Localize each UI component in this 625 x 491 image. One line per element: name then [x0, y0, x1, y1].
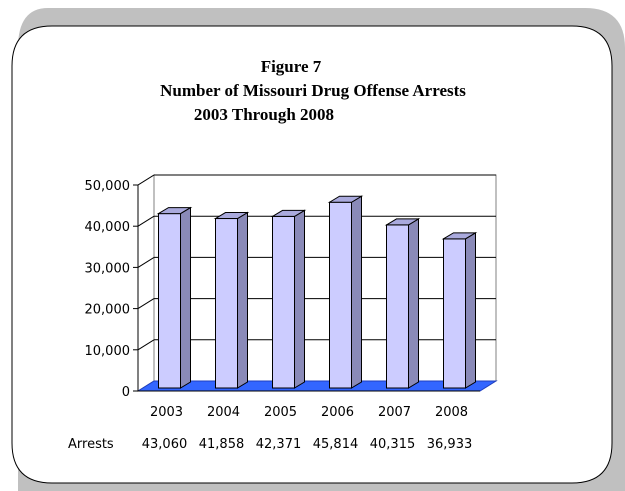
bar [441, 231, 478, 389]
bar-front [272, 215, 295, 389]
bar-front [158, 213, 181, 389]
x-axis-categories: 2003 2004 2005 2006 2007 2008 [150, 405, 468, 420]
x-tick-label: 2004 [207, 405, 240, 420]
bar-side [294, 209, 305, 389]
gridline-side [137, 298, 155, 310]
bar-top [156, 207, 193, 215]
bar-front [443, 238, 466, 389]
bar [327, 195, 364, 389]
bars [156, 195, 478, 389]
x-tick-label: 2005 [264, 405, 297, 420]
y-tick-label: 30,000 [85, 261, 131, 276]
gridline-side [137, 256, 155, 268]
chart-subtitle-line1: Number of Missouri Drug Offense Arrests [160, 81, 466, 100]
bar [213, 211, 250, 389]
data-table-value: 40,315 [370, 437, 416, 452]
bar-top [270, 209, 307, 217]
bar-top [384, 218, 421, 226]
data-table-value: 45,814 [313, 437, 359, 452]
bar-top [441, 232, 478, 240]
bar [384, 218, 421, 389]
data-table-value: 36,933 [427, 437, 473, 452]
side-wall [137, 174, 155, 392]
y-tick-label: 50,000 [85, 179, 131, 194]
gridline-side [137, 215, 155, 227]
bar-side [180, 206, 191, 389]
x-tick-label: 2003 [150, 405, 183, 420]
bar-side [408, 218, 419, 389]
chart-title: Figure 7 [261, 57, 322, 76]
bar-side [237, 211, 248, 389]
bar-top [327, 195, 364, 203]
bar-top [213, 212, 250, 220]
floor [136, 380, 498, 392]
data-table-series-name: Arrests [68, 437, 114, 452]
data-table-values: 43,060 41,858 42,371 45,814 40,315 36,933 [142, 437, 473, 452]
bar-front [329, 201, 352, 389]
y-tick-label: 10,000 [85, 344, 131, 359]
y-tick-label: 0 [122, 385, 130, 400]
y-axis-ticks: 0 10,000 20,000 30,000 40,000 50,000 [85, 179, 138, 400]
bar-side [465, 231, 476, 389]
gridlines [137, 174, 496, 351]
bar [156, 206, 193, 389]
data-table-value: 41,858 [199, 437, 245, 452]
bar [270, 209, 307, 389]
y-tick-label: 20,000 [85, 303, 131, 318]
bar-front [215, 218, 238, 389]
x-tick-label: 2008 [435, 405, 468, 420]
x-tick-label: 2007 [378, 405, 411, 420]
bar-front [386, 224, 409, 389]
bar-side [351, 195, 362, 389]
gridline-side [137, 339, 155, 351]
data-table-value: 42,371 [256, 437, 302, 452]
gridline-side [137, 174, 155, 186]
x-tick-label: 2006 [321, 405, 354, 420]
y-tick-label: 40,000 [85, 220, 131, 235]
data-table-value: 43,060 [142, 437, 188, 452]
chart-subtitle-line2: 2003 Through 2008 [194, 105, 334, 124]
